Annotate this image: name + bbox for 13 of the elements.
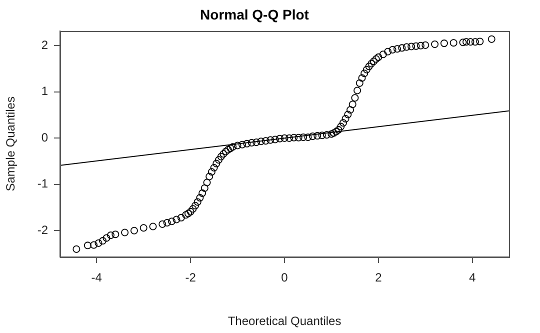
chart-title: Normal Q-Q Plot	[200, 6, 310, 22]
y-axis-title: Sample Quantiles	[4, 96, 18, 192]
y-tick-label: -2	[37, 222, 48, 237]
y-tick-label: -1	[37, 176, 48, 191]
y-tick-label: 0	[41, 130, 48, 144]
x-tick-label: 2	[375, 270, 382, 285]
x-tick-label: 0	[281, 270, 288, 285]
x-tick-label: -4	[91, 270, 102, 285]
x-tick-label: -2	[185, 270, 196, 285]
y-tick-label: 2	[41, 38, 48, 52]
x-axis-title: Theoretical Quantiles	[228, 314, 342, 328]
x-tick-label: 4	[469, 270, 476, 285]
y-tick-label: 1	[41, 84, 48, 98]
